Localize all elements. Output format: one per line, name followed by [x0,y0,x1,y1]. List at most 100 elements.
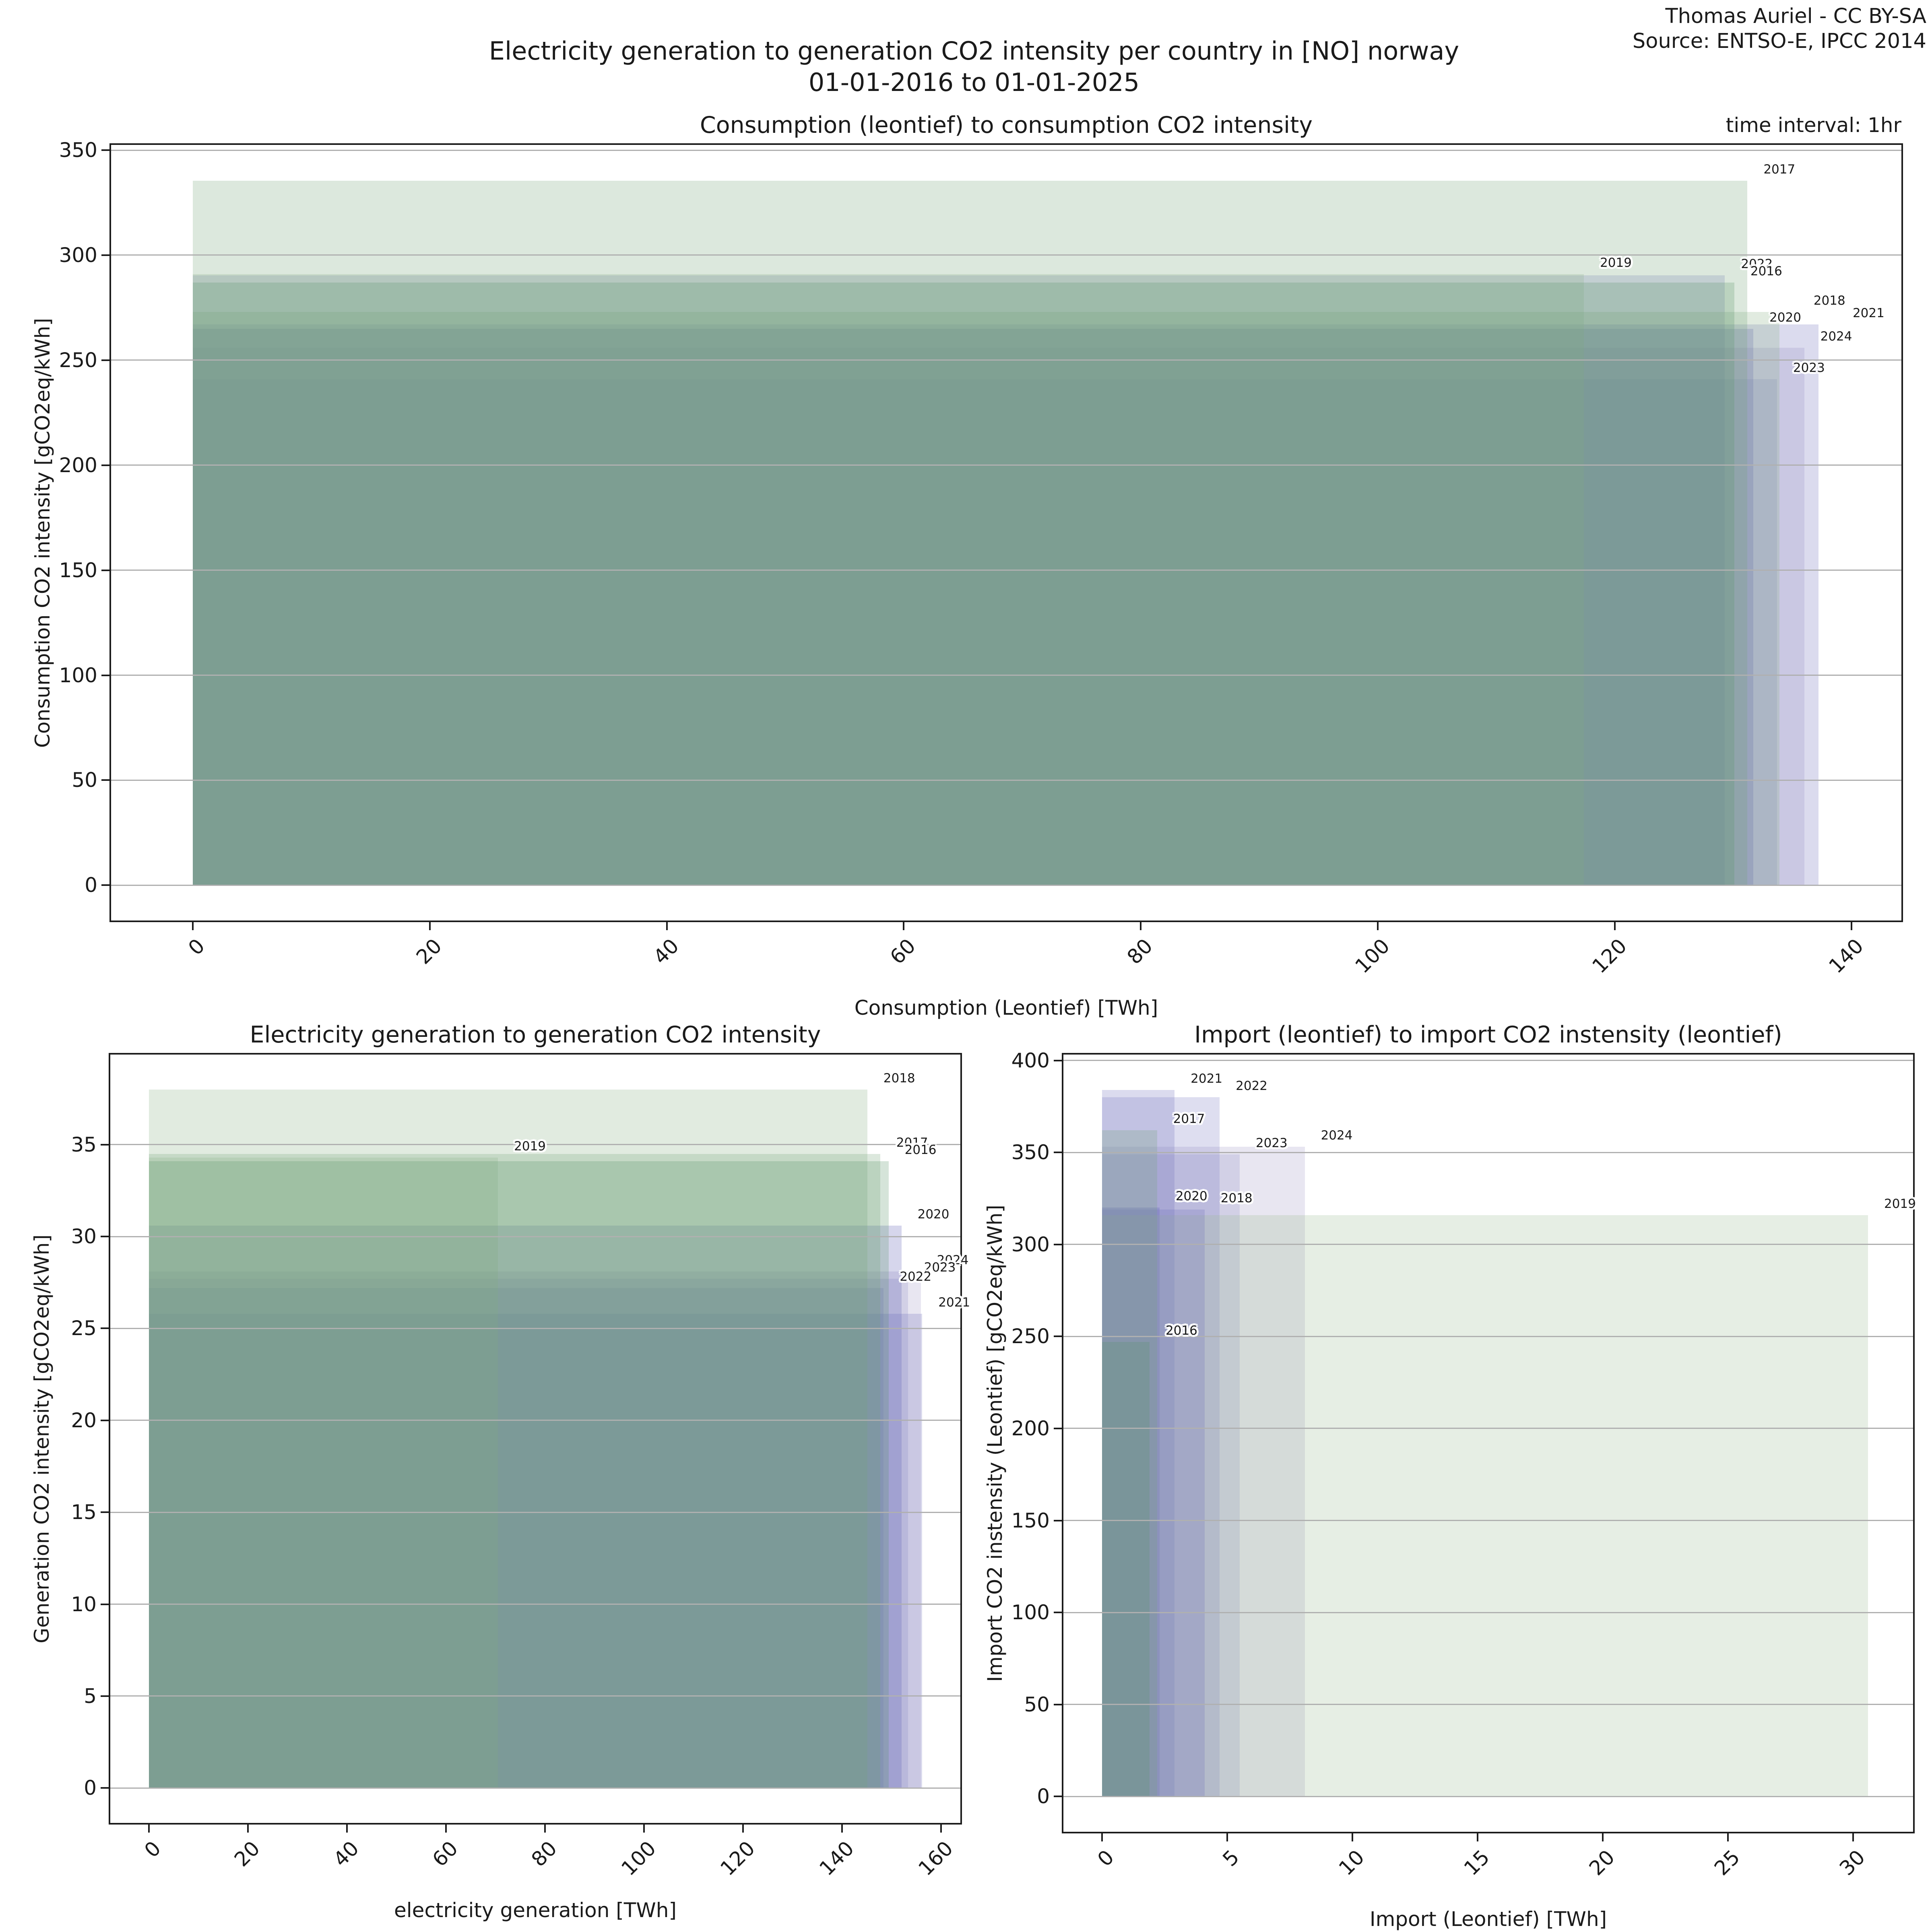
y-tick-label: 100 [1011,1601,1050,1624]
data-rect-2021 [149,1313,923,1788]
y-tick-label: 10 [71,1592,97,1616]
y-tick [1054,1152,1063,1154]
y-tick [1054,1612,1063,1614]
year-annotation: 2023 [1255,1135,1288,1150]
data-rect-2022 [149,1288,884,1788]
x-tick [429,921,431,930]
consumption-chart-axes: Consumption (leontief) to consumption CO… [31,112,1903,1020]
credit-source: Source: ENTSO-E, IPCC 2014 [1632,29,1926,53]
y-tick-label: 30 [71,1225,97,1249]
y-tick-label: 50 [1024,1693,1050,1716]
y-tick-label: 15 [71,1501,97,1524]
y-tick [101,359,111,361]
year-annotation: 2023 [924,1260,956,1275]
data-rect-2020 [149,1225,902,1788]
x-tick-label: 40 [328,1837,363,1872]
x-tick-label: 140 [815,1837,859,1880]
gridline [1063,1335,1913,1337]
generation-x-axis-label: electricity generation [TWh] [394,1899,677,1922]
y-tick [1054,1519,1063,1521]
gridline [1063,1060,1913,1061]
data-rect-2022 [193,275,1725,886]
x-tick [841,1823,843,1833]
x-tick [1614,921,1616,930]
gridline [1063,1704,1913,1705]
y-tick [1054,1796,1063,1798]
credit-attribution: Thomas Auriel - CC BY-SA Source: ENTSO-E,… [1633,4,1926,54]
y-tick [1054,1243,1063,1245]
year-annotation: 2020 [1769,310,1801,325]
year-annotation: 2024 [1820,329,1852,344]
gridline [110,1236,960,1237]
x-tick-label: 80 [526,1837,561,1872]
x-tick [1851,921,1853,930]
year-annotation: 2016 [1165,1323,1197,1338]
y-tick-label: 0 [1037,1785,1050,1808]
gridline [1063,1244,1913,1245]
year-annotation: 2022 [900,1269,932,1284]
x-tick-label: 120 [1587,934,1631,978]
gridline [111,359,1901,361]
data-rect-2017 [1102,1130,1157,1797]
import-chart-title: Import (leontief) to import CO2 instensi… [1194,1022,1782,1048]
year-annotation: 2024 [1321,1128,1353,1143]
y-tick [101,1419,110,1421]
figure-title-line2: 01-01-2016 to 01-01-2025 [808,68,1140,97]
y-tick [101,674,111,676]
consumption-chart-title: Consumption (leontief) to consumption CO… [700,112,1313,138]
gridline [110,1695,960,1697]
gridline [110,1511,960,1513]
x-tick [1101,1832,1103,1841]
import-x-axis-label: Import (Leontief) [TWh] [1369,1907,1607,1931]
y-tick [1054,1703,1063,1705]
year-annotation: 2020 [1175,1189,1208,1204]
gridline [110,1420,960,1421]
x-tick [1226,1832,1228,1841]
y-tick-label: 50 [72,768,97,792]
y-tick [1054,1059,1063,1061]
generation-y-axis-label-box: Generation CO2 intensity [gCO2eq/kWh] [14,1055,70,1823]
year-annotation: 2020 [917,1207,949,1222]
y-tick-label: 350 [1011,1141,1050,1164]
year-annotation: 2019 [1884,1196,1916,1211]
data-rect-2023 [193,379,1777,886]
x-tick-label: 100 [1350,934,1394,978]
y-tick [101,1511,110,1513]
x-tick [1727,1832,1729,1841]
gridline [1063,1796,1913,1797]
x-tick-label: 60 [886,934,921,969]
year-annotation: 2018 [883,1071,915,1086]
year-annotation: 2018 [1220,1191,1253,1205]
credit-author: Thomas Auriel - CC BY-SA [1665,4,1926,28]
x-tick [1602,1832,1604,1841]
y-tick-label: 5 [84,1684,97,1708]
x-tick-label: 20 [229,1837,264,1872]
x-tick [148,1823,150,1833]
y-tick-label: 300 [59,243,97,267]
y-tick-label: 0 [85,873,97,897]
data-rect-2019 [193,274,1584,886]
x-tick [1476,1832,1478,1841]
x-tick [544,1823,546,1833]
data-rect-2024 [149,1271,921,1788]
y-tick [101,1144,110,1146]
y-tick [101,1603,110,1605]
x-tick [1140,921,1142,930]
y-tick-label: 25 [71,1317,97,1340]
year-annotation: 2021 [1191,1071,1223,1086]
import-y-axis-label-box: Import CO2 instensity (Leontief) [gCO2eq… [967,1055,1023,1832]
x-tick-label: 140 [1824,934,1868,978]
data-rect-2016 [193,282,1734,886]
year-annotation: 2024 [937,1253,969,1267]
data-rect-2021 [193,324,1818,886]
year-annotation: 2017 [1173,1112,1205,1127]
year-annotation: 2021 [1852,306,1885,321]
gridline [110,1327,960,1329]
x-tick [1377,921,1379,930]
consumption-x-axis-label: Consumption (Leontief) [TWh] [854,996,1158,1020]
data-rect-2023 [1102,1154,1240,1797]
gridline [111,464,1901,466]
y-tick [1054,1335,1063,1338]
x-tick-label: 0 [140,1837,165,1862]
x-tick [643,1823,645,1833]
